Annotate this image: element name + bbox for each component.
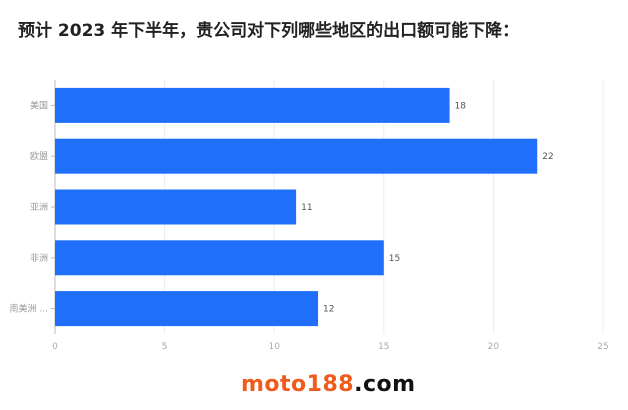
watermark-domain: .com <box>354 372 416 397</box>
data-label: 22 <box>542 152 553 162</box>
y-tick-label: 亚洲 <box>30 202 48 213</box>
bar <box>55 291 319 327</box>
data-label: 15 <box>389 254 400 264</box>
data-label: 18 <box>455 101 467 111</box>
data-label: 12 <box>323 305 334 315</box>
x-tick-label: 20 <box>488 342 500 352</box>
y-tick-label: 南美洲 ... <box>10 303 48 315</box>
bar <box>55 138 538 174</box>
data-label: 11 <box>301 203 312 213</box>
chart-title: 预计 2023 年下半年，贵公司对下列哪些地区的出口额可能下降： <box>18 21 520 41</box>
y-tick-label: 美国 <box>30 99 48 111</box>
y-tick-label: 欧盟 <box>30 150 48 162</box>
bar <box>55 189 297 225</box>
x-tick-label: 5 <box>162 342 168 352</box>
x-tick-label: 10 <box>268 342 280 352</box>
x-tick-label: 0 <box>52 342 58 352</box>
bar <box>55 240 384 276</box>
watermark: moto188.com <box>241 372 416 397</box>
bar <box>55 87 450 123</box>
x-tick-label: 15 <box>378 342 389 352</box>
y-tick-label: 非洲 <box>30 252 48 264</box>
watermark-brand: moto188 <box>241 372 355 397</box>
x-tick-label: 25 <box>597 342 608 352</box>
